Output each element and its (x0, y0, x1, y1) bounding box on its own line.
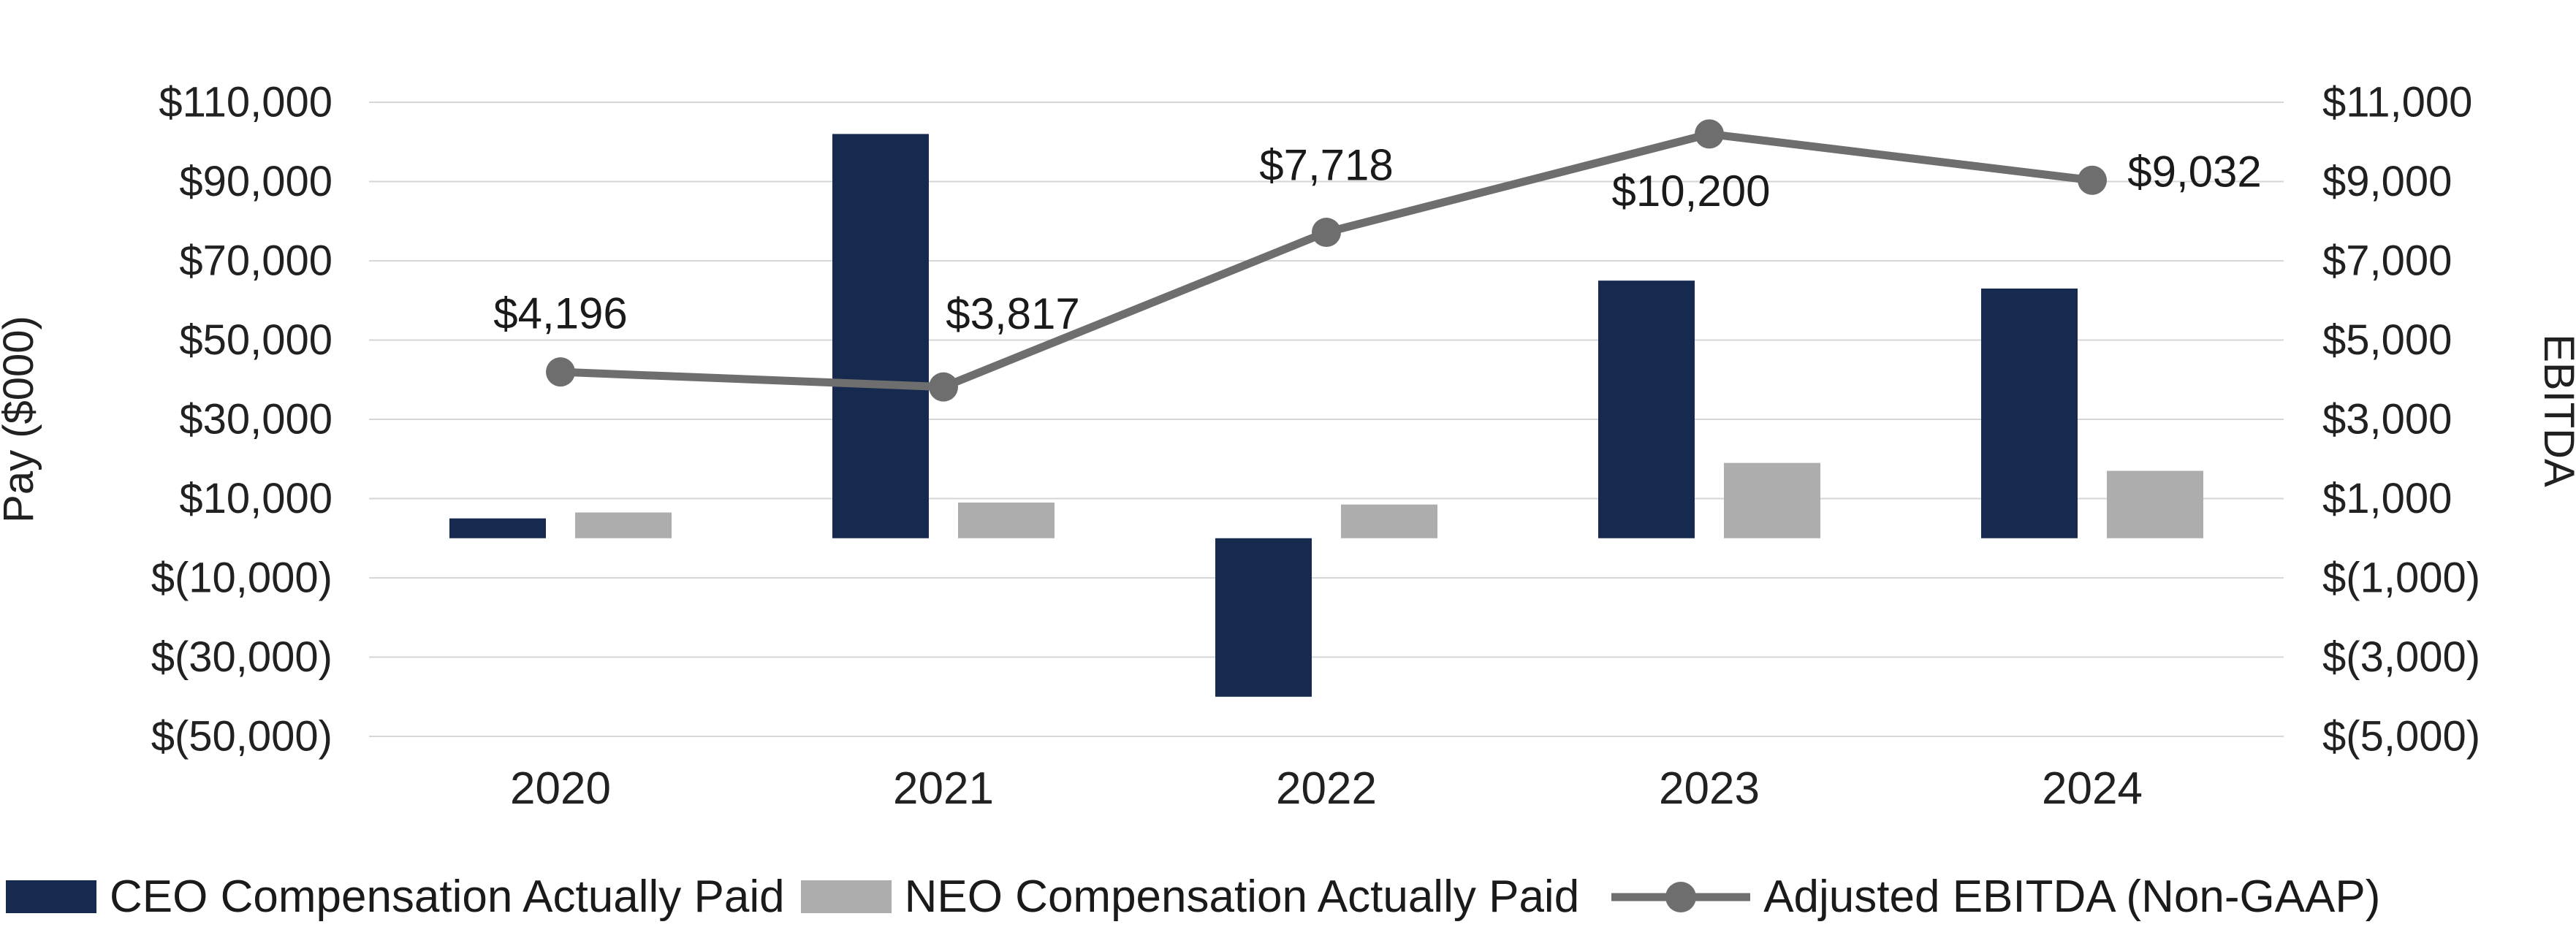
ebitda-data-label-2020: $4,196 (493, 289, 628, 338)
ceo-compensation-swatch (6, 880, 96, 913)
ebitda-marker-2024 (2078, 165, 2107, 195)
neo-compensation-bar-2022 (1341, 504, 1437, 538)
ebitda-data-label-2022: $7,718 (1259, 141, 1394, 190)
x-axis-label-2024: 2024 (2042, 763, 2143, 814)
legend-item-neo-compensation: NEO Compensation Actually Paid (800, 871, 1580, 923)
neo-compensation-bar-2023 (1724, 462, 1820, 538)
ebitda-data-label-2021: $3,817 (946, 289, 1080, 338)
legend-item-adjusted-ebitda: Adjusted EBITDA (Non-GAAP) (1611, 871, 2380, 923)
right-axis-tick-label: $11,000 (2322, 79, 2472, 126)
x-axis-label-2020: 2020 (510, 763, 611, 814)
right-axis-tick-label: $3,000 (2322, 396, 2452, 443)
left-axis-tick-label: $90,000 (179, 158, 333, 205)
legend-label-adjusted-ebitda: Adjusted EBITDA (Non-GAAP) (1763, 872, 2381, 922)
legend-item-ceo-compensation: CEO Compensation Actually Paid (6, 871, 785, 923)
x-axis-label-2021: 2021 (893, 763, 994, 814)
ceo-compensation-bar-2021 (832, 134, 929, 538)
chart-plot-area: $110,000 $11,000 $90,000 $9,000 $70,000 $7,00… (0, 79, 2576, 815)
left-axis-title: Pay ($000) (0, 316, 42, 523)
legend-label-ceo-compensation: CEO Compensation Actually Paid (110, 872, 785, 922)
neo-compensation-bar-2024 (2107, 470, 2203, 538)
left-axis-tick-label: $30,000 (179, 396, 333, 443)
ceo-compensation-bar-2024 (1981, 288, 2078, 538)
right-axis-tick-label: $1,000 (2322, 475, 2452, 522)
legend-label-neo-compensation: NEO Compensation Actually Paid (904, 872, 1580, 922)
ebitda-marker-2020 (546, 357, 575, 387)
ebitda-line-marker-icon (1611, 881, 1751, 912)
left-axis-tick-label: $70,000 (179, 237, 333, 285)
ceo-compensation-bar-2020 (449, 518, 546, 538)
x-axis-label-2023: 2023 (1659, 763, 1760, 814)
right-axis-title: EBITDA (2535, 334, 2576, 487)
left-axis-tick-label: $50,000 (179, 316, 333, 364)
right-axis-tick-label: $9,000 (2322, 158, 2452, 205)
ceo-compensation-bar-2022 (1215, 538, 1312, 697)
ebitda-marker-2022 (1312, 218, 1341, 248)
right-axis-tick-label: $7,000 (2322, 237, 2452, 285)
neo-compensation-swatch (800, 880, 892, 913)
ebitda-data-label-2023: $10,200 (1612, 167, 1771, 216)
neo-compensation-bar-2021 (958, 502, 1055, 538)
chart-legend: CEO Compensation Actually Paid NEO Compe… (6, 871, 2380, 923)
neo-compensation-bar-2020 (575, 512, 672, 538)
ebitda-marker-2023 (1695, 119, 1724, 149)
right-axis-tick-label: $(5,000) (2322, 713, 2480, 760)
left-axis-tick-label: $(10,000) (151, 554, 333, 602)
left-axis-tick-label: $(50,000) (151, 713, 333, 760)
x-axis-label-2022: 2022 (1276, 763, 1377, 814)
ebitda-marker-2021 (929, 372, 958, 402)
right-axis-tick-label: $(1,000) (2322, 554, 2480, 602)
left-axis-tick-label: $(30,000) (151, 633, 333, 681)
right-axis-tick-label: $(3,000) (2322, 633, 2480, 681)
ebitda-data-label-2024: $9,032 (2127, 147, 2262, 196)
ceo-compensation-bar-2023 (1598, 281, 1695, 538)
left-axis-tick-label: $10,000 (179, 475, 333, 522)
left-axis-tick-label: $110,000 (159, 79, 333, 126)
right-axis-tick-label: $5,000 (2322, 316, 2452, 364)
